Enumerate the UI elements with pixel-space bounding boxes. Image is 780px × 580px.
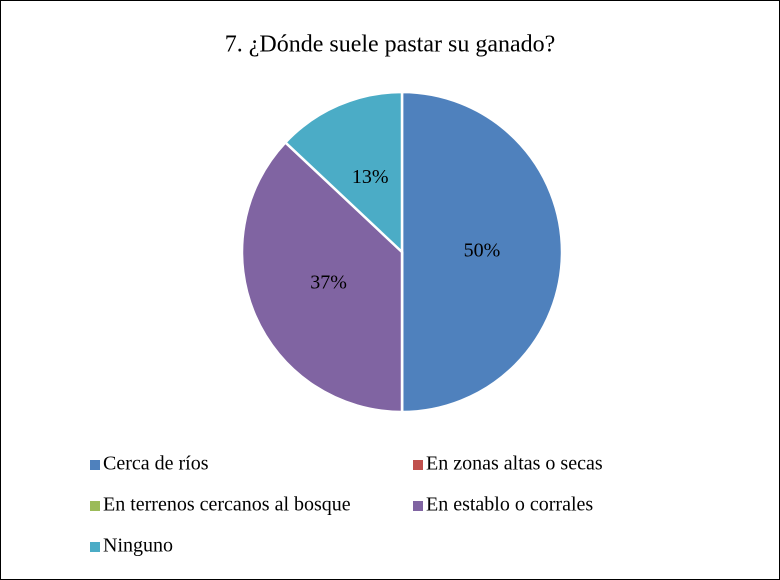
pie-slice (240, 140, 404, 414)
legend-label: En terrenos cercanos al bosque (103, 494, 351, 516)
legend-swatch (90, 542, 100, 552)
data-label: 50% (464, 240, 501, 262)
pie-slice (400, 90, 564, 414)
legend-swatch (413, 501, 423, 511)
pie-slice (283, 90, 404, 255)
legend-label: En zonas altas o secas (426, 453, 603, 475)
legend-swatch (90, 501, 100, 511)
legend-swatch (90, 460, 100, 470)
legend-label: En establo o corrales (426, 494, 593, 516)
data-label: 37% (310, 271, 347, 293)
chart-title: 7. ¿Dónde suele pastar su ganado? (225, 32, 556, 58)
legend-label: Ninguno (103, 535, 173, 557)
legend-swatch (413, 460, 423, 470)
legend-label: Cerca de ríos (103, 453, 209, 475)
data-label: 13% (352, 166, 389, 188)
